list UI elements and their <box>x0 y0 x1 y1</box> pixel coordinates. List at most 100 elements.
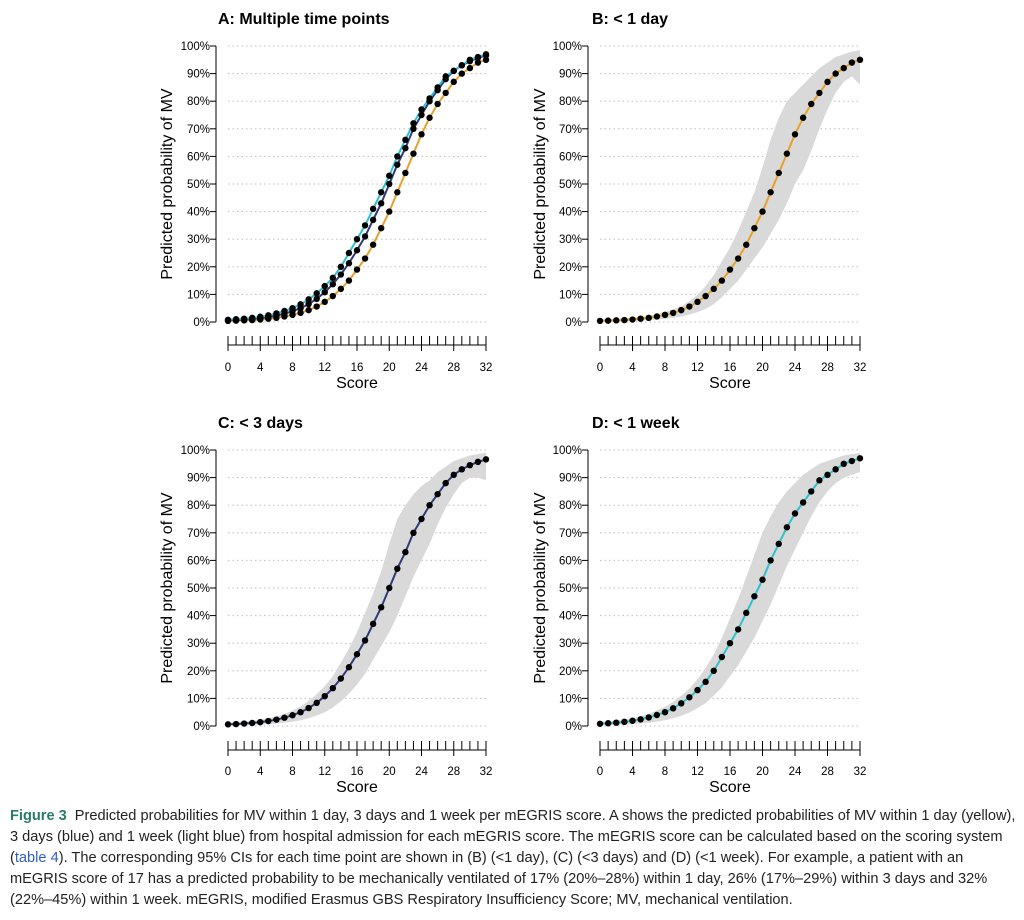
data-point <box>232 316 240 323</box>
data-point <box>369 205 377 213</box>
data-point <box>418 106 425 113</box>
data-point <box>361 222 369 229</box>
y-axis-label: Predicted probability of MV <box>532 492 549 684</box>
y-tick-label: 10% <box>559 693 582 705</box>
y-tick-label: 40% <box>559 611 582 623</box>
data-point <box>353 651 361 658</box>
y-tick-label: 10% <box>187 693 210 705</box>
data-point <box>661 311 669 319</box>
y-tick-label: 60% <box>187 555 210 567</box>
y-tick-label: 100% <box>553 41 582 53</box>
chart-title: B: < 1 day <box>592 11 668 28</box>
data-point <box>743 241 750 248</box>
data-point <box>799 114 807 121</box>
y-tick-label: 90% <box>187 473 210 485</box>
data-point <box>686 303 693 310</box>
x-axis-label: Score <box>709 779 751 796</box>
data-point <box>265 312 272 319</box>
y-tick-label: 60% <box>187 151 210 163</box>
data-point <box>410 150 417 157</box>
caption-text-cont: ). The corresponding 95% CIs for each ti… <box>10 850 988 908</box>
x-tick-label: 4 <box>629 766 636 778</box>
data-point <box>848 59 856 66</box>
x-tick-label: 32 <box>480 766 493 778</box>
y-tick-label: 60% <box>559 151 582 163</box>
y-tick-label: 100% <box>181 445 210 457</box>
x-tick-label: 4 <box>629 362 636 374</box>
data-point <box>734 626 742 633</box>
data-point <box>726 640 734 647</box>
x-tick-label: 20 <box>383 766 396 778</box>
data-point <box>482 456 490 463</box>
y-tick-label: 10% <box>559 289 582 301</box>
data-point <box>281 307 288 315</box>
data-point <box>621 316 628 324</box>
data-point <box>248 314 256 322</box>
y-tick-label: 100% <box>553 445 582 457</box>
data-point <box>458 466 466 473</box>
chart-title: C: < 3 days <box>218 415 303 432</box>
x-axis-label: Score <box>709 375 751 392</box>
y-tick-label: 80% <box>559 500 582 512</box>
data-point <box>377 200 385 207</box>
y-tick-label: 40% <box>187 207 210 219</box>
data-point <box>273 310 280 317</box>
data-point <box>305 306 312 314</box>
data-point <box>410 120 417 127</box>
data-point <box>337 675 345 682</box>
data-point <box>321 282 328 290</box>
data-point <box>799 499 807 506</box>
x-tick-label: 20 <box>756 362 769 374</box>
data-point <box>418 111 425 119</box>
x-tick-label: 8 <box>289 766 295 778</box>
data-point <box>442 89 449 97</box>
data-point <box>466 461 474 469</box>
data-point <box>394 153 401 160</box>
data-point <box>289 712 296 719</box>
table-4-link[interactable]: table 4 <box>14 850 59 866</box>
data-point <box>775 540 782 548</box>
data-point <box>369 620 377 628</box>
y-tick-label: 30% <box>187 638 210 650</box>
data-point <box>418 131 425 138</box>
data-point <box>305 300 312 308</box>
y-tick-label: 40% <box>559 207 582 219</box>
data-point <box>474 59 482 66</box>
y-tick-label: 80% <box>187 500 210 512</box>
data-point <box>402 169 409 177</box>
data-point <box>832 466 839 473</box>
data-point <box>596 720 604 727</box>
y-tick-label: 90% <box>559 69 582 81</box>
data-point <box>345 260 353 267</box>
x-tick-label: 4 <box>257 362 264 374</box>
data-point <box>710 285 717 293</box>
x-axis-label: Score <box>336 375 378 392</box>
x-tick-label: 12 <box>691 766 704 778</box>
x-tick-label: 32 <box>480 362 493 374</box>
data-point <box>645 314 652 322</box>
data-point <box>759 576 766 583</box>
data-point <box>386 172 393 179</box>
y-tick-label: 20% <box>559 262 582 274</box>
data-point <box>734 255 742 262</box>
data-point <box>386 180 393 188</box>
data-point <box>410 529 417 536</box>
data-point <box>337 263 345 270</box>
ci-band <box>228 452 486 726</box>
data-point <box>629 717 636 724</box>
data-point <box>726 266 734 273</box>
data-point <box>426 95 433 102</box>
x-tick-label: 0 <box>225 362 231 374</box>
y-tick-label: 30% <box>187 234 210 246</box>
y-tick-label: 20% <box>559 666 582 678</box>
data-point <box>361 637 369 644</box>
y-tick-label: 20% <box>187 666 210 678</box>
x-tick-label: 0 <box>597 362 603 374</box>
data-point <box>604 720 612 727</box>
x-tick-label: 20 <box>756 766 769 778</box>
series-line-0 <box>227 58 487 322</box>
x-tick-label: 0 <box>597 766 603 778</box>
x-tick-label: 12 <box>318 766 331 778</box>
data-point <box>281 714 288 721</box>
data-point <box>759 208 766 215</box>
